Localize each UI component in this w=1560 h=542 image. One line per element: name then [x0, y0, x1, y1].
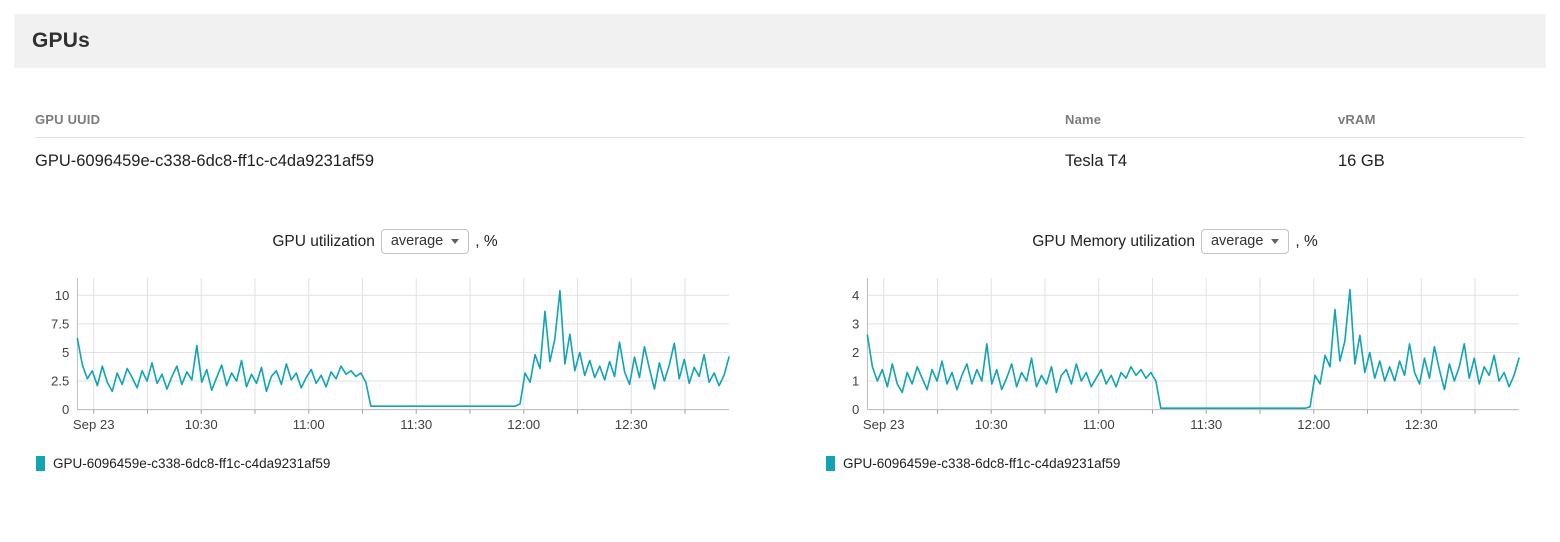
svg-text:12:30: 12:30	[1405, 417, 1438, 432]
section-header: GPUs	[14, 14, 1546, 68]
svg-text:10: 10	[55, 288, 70, 303]
table-header-row: GPU UUID Name vRAM	[35, 112, 1525, 138]
gpu-name-cell: Tesla T4	[1065, 152, 1128, 170]
aggregation-selected-value: average	[390, 233, 444, 249]
chart-title-text: GPU utilization	[272, 232, 375, 250]
chevron-down-icon	[1271, 238, 1280, 244]
svg-text:12:00: 12:00	[507, 417, 540, 432]
chart-unit-suffix: , %	[1295, 232, 1318, 250]
table-row: GPU-6096459e-c338-6dc8-ff1c-c4da9231af59…	[35, 138, 1525, 177]
svg-text:10:30: 10:30	[975, 417, 1008, 432]
svg-text:11:00: 11:00	[1083, 417, 1115, 432]
svg-text:Sep 23: Sep 23	[863, 417, 905, 432]
svg-text:11:00: 11:00	[293, 417, 325, 432]
gpu-utilization-plot[interactable]: 0 2.5 5 7.5 10 Sep 23 10:30 11:00 11:30 12:00 12:3…	[30, 268, 740, 440]
svg-text:4: 4	[852, 288, 859, 303]
legend-label: GPU-6096459e-c338-6dc8-ff1c-c4da9231af59	[53, 456, 331, 471]
column-header-gpu-uuid: GPU UUID	[35, 112, 101, 127]
svg-text:11:30: 11:30	[400, 417, 432, 432]
gpu-utilization-chart: GPU utilization average , % 0 2.5 5 7.5 10 Se…	[30, 229, 740, 471]
svg-text:11:30: 11:30	[1190, 417, 1222, 432]
svg-text:7.5: 7.5	[51, 316, 69, 331]
column-header-name: Name	[1065, 112, 1102, 127]
chart-title-text: GPU Memory utilization	[1032, 232, 1195, 250]
legend-item[interactable]: GPU-6096459e-c338-6dc8-ff1c-c4da9231af59	[826, 456, 1530, 471]
svg-text:10:30: 10:30	[185, 417, 218, 432]
column-header-vram: vRAM	[1338, 112, 1376, 127]
aggregation-select[interactable]: average	[1200, 229, 1290, 254]
charts-row: GPU utilization average , % 0 2.5 5 7.5 10 Se…	[0, 229, 1560, 471]
svg-text:5: 5	[62, 345, 69, 360]
svg-text:0: 0	[852, 402, 859, 417]
gpu-vram-cell: 16 GB	[1338, 152, 1385, 170]
legend-label: GPU-6096459e-c338-6dc8-ff1c-c4da9231af59	[843, 456, 1121, 471]
svg-text:0: 0	[62, 402, 69, 417]
legend-color-swatch	[36, 456, 45, 471]
chevron-down-icon	[451, 238, 460, 244]
svg-text:12:00: 12:00	[1297, 417, 1330, 432]
legend-item[interactable]: GPU-6096459e-c338-6dc8-ff1c-c4da9231af59	[36, 456, 740, 471]
gpu-memory-utilization-chart: GPU Memory utilization average , % 0 1 2 3 4…	[820, 229, 1530, 471]
svg-text:1: 1	[852, 374, 859, 389]
gpu-memory-utilization-chart-title: GPU Memory utilization average , %	[820, 229, 1530, 254]
page-title: GPUs	[32, 29, 90, 52]
gpus-panel: GPUs GPU UUID Name vRAM GPU-6096459e-c33…	[0, 14, 1560, 471]
svg-text:3: 3	[852, 316, 859, 331]
chart-unit-suffix: , %	[475, 232, 498, 250]
svg-text:2.5: 2.5	[51, 374, 69, 389]
aggregation-select[interactable]: average	[380, 229, 470, 254]
gpu-table: GPU UUID Name vRAM GPU-6096459e-c338-6dc…	[0, 112, 1560, 177]
gpu-utilization-chart-title: GPU utilization average , %	[30, 229, 740, 254]
svg-text:12:30: 12:30	[615, 417, 648, 432]
svg-text:Sep 23: Sep 23	[73, 417, 115, 432]
gpu-uuid-cell: GPU-6096459e-c338-6dc8-ff1c-c4da9231af59	[35, 152, 375, 170]
gpu-memory-utilization-plot[interactable]: 0 1 2 3 4 Sep 23 10:30 11:00 11:30 12:00 12:30	[820, 268, 1530, 440]
legend-color-swatch	[826, 456, 835, 471]
svg-text:2: 2	[852, 345, 859, 360]
aggregation-selected-value: average	[1210, 233, 1264, 249]
